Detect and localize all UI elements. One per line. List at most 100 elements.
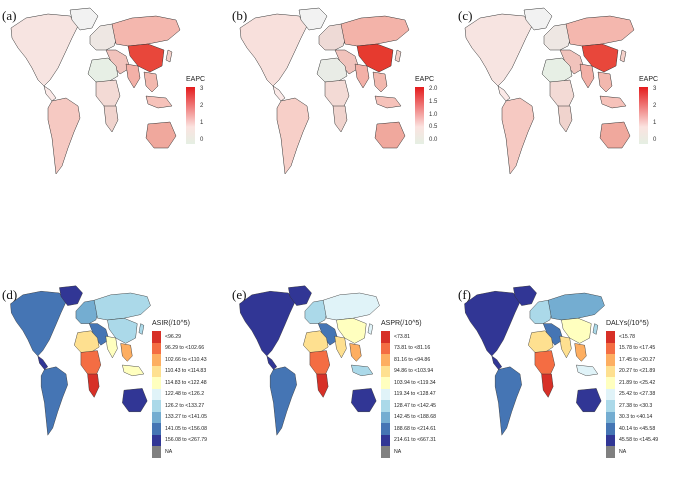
legend-row: 142.45 to <188.68 — [381, 411, 436, 423]
region-india — [579, 63, 595, 89]
legend-row: 119.34 to <128.47 — [381, 388, 436, 400]
legend-swatch — [606, 342, 615, 354]
legend-row: 122.48 to <126.2 — [152, 388, 207, 400]
region-north-africa — [541, 57, 573, 83]
region-central-africa — [324, 79, 350, 109]
region-australia — [374, 121, 406, 149]
legend-row: 94.86 to <103.94 — [381, 365, 436, 377]
legend-swatch — [381, 377, 390, 389]
legend-label: 96.29 to <102.66 — [165, 345, 205, 352]
region-japan — [367, 323, 374, 335]
legend-row: 141.05 to <156.08 — [152, 423, 207, 435]
region-southern-africa — [103, 105, 119, 133]
region-indonesia — [145, 95, 173, 109]
region-japan — [592, 323, 599, 335]
legend-swatch — [152, 354, 161, 366]
legend-title-e: ASPR(/10^5) — [381, 320, 422, 327]
legend-row: 73.81 to <81.16 — [381, 342, 436, 354]
legend-title-c: EAPC — [639, 76, 659, 83]
gradient-tick-label: 2 — [200, 103, 204, 109]
region-europe — [75, 299, 100, 324]
region-india — [105, 335, 118, 359]
region-central-america — [491, 355, 503, 370]
region-china — [127, 43, 165, 73]
legend-label: 25.42 to <27.38 — [619, 391, 656, 398]
region-russia — [93, 292, 151, 321]
legend-row: 102.66 to <110.43 — [152, 354, 207, 366]
panel-label-c: (c) — [458, 8, 473, 23]
legend-row: NA — [152, 446, 207, 458]
region-southern-africa — [541, 373, 554, 398]
region-australia — [351, 388, 377, 413]
legend-swatch — [152, 331, 161, 343]
region-greenland — [513, 285, 537, 306]
region-north-america — [239, 290, 296, 357]
region-greenland — [298, 7, 328, 31]
legend-title-a: EAPC — [186, 76, 206, 83]
legend-swatch — [152, 377, 161, 389]
legend-label: 15.78 to <17.45 — [619, 345, 656, 352]
legend-row: 17.45 to <20.27 — [606, 354, 658, 366]
legend-label: 103.94 to <119.34 — [394, 379, 436, 386]
gradient-bar-a — [186, 87, 195, 144]
legend-row: NA — [381, 446, 436, 458]
region-central-america — [497, 85, 511, 102]
region-russia — [322, 292, 380, 321]
legend-label: NA — [619, 448, 627, 455]
legend-label: NA — [394, 448, 402, 455]
legend-row: <96.29 — [152, 331, 207, 343]
gradient-bar-b — [415, 87, 424, 144]
legend-label: 126.2 to <133.27 — [165, 402, 205, 409]
region-south-america — [276, 97, 310, 175]
region-central-africa — [309, 350, 331, 377]
legend-swatch — [381, 331, 390, 343]
region-indonesia — [351, 364, 374, 377]
region-indonesia — [599, 95, 627, 109]
region-central-africa — [95, 79, 121, 109]
region-china — [581, 43, 619, 73]
region-greenland — [69, 7, 99, 31]
legend-label: 40.14 to <45.58 — [619, 425, 656, 432]
legend-swatch — [152, 365, 161, 377]
legend-label: 114.83 to <122.48 — [165, 379, 207, 386]
region-north-america — [239, 13, 308, 87]
region-india — [559, 335, 572, 359]
gradient-tick-label: 2.0 — [429, 86, 438, 92]
legend-row: <73.81 — [381, 331, 436, 343]
legend-swatch — [381, 446, 390, 458]
region-north-america — [10, 13, 79, 87]
region-japan — [165, 49, 173, 63]
legend-swatch — [152, 388, 161, 400]
legend-swatch — [152, 342, 161, 354]
world-map-e — [239, 285, 380, 436]
gradient-tick-label: 3 — [653, 86, 657, 92]
legend-swatch — [152, 400, 161, 412]
region-southern-africa — [557, 105, 573, 133]
legend-title-b: EAPC — [415, 76, 435, 83]
region-se-asia — [597, 71, 613, 93]
legend-swatch — [381, 434, 390, 446]
legend-label: 17.45 to <20.27 — [619, 356, 656, 363]
region-europe — [529, 299, 554, 324]
legend-swatch — [606, 331, 615, 343]
legend-swatch — [606, 400, 615, 412]
region-north-africa — [74, 330, 100, 353]
legend-swatch — [381, 354, 390, 366]
legend-swatch — [381, 400, 390, 412]
region-central-america — [37, 355, 49, 370]
region-greenland — [288, 285, 312, 306]
legend-row: <15.78 — [606, 331, 658, 343]
region-indonesia — [576, 364, 599, 377]
region-russia — [340, 15, 410, 47]
legend-row: 133.27 to <141.05 — [152, 411, 207, 423]
legend-d: <96.29 96.29 to <102.66 102.66 to <110.43 1… — [152, 331, 207, 458]
legend-label: NA — [165, 448, 173, 455]
gradient-tick-label: 0 — [653, 137, 657, 143]
legend-label: 156.08 to <267.79 — [165, 437, 207, 444]
gradient-tick-label: 1 — [653, 120, 657, 126]
legend-row: 27.38 to <30.3 — [606, 400, 658, 412]
region-se-asia — [574, 343, 587, 362]
gradient-tick-label: 0 — [200, 137, 204, 143]
region-north-africa — [303, 330, 329, 353]
legend-swatch — [606, 377, 615, 389]
